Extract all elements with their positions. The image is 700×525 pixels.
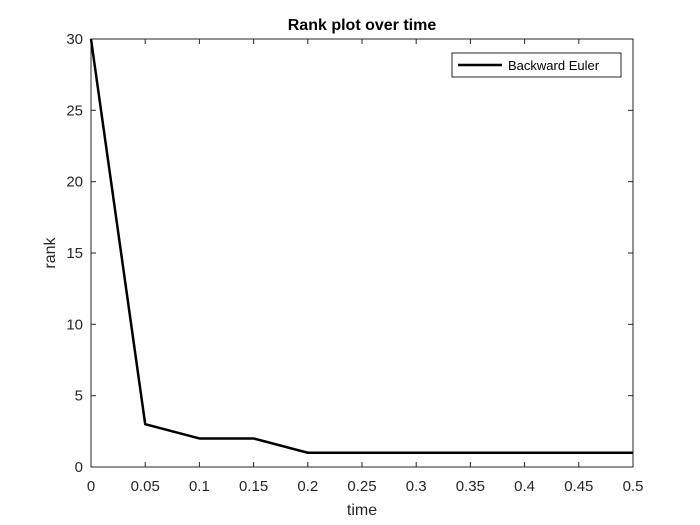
x-tick-label: 0.35 — [456, 478, 485, 495]
plot-area: 0 0.05 0.1 0.15 0.2 0.25 0.3 0.35 0.4 0.45 0.5 0 5 10… — [66, 31, 643, 495]
y-tick-label: 15 — [66, 245, 83, 262]
x-axis-label: time — [347, 502, 377, 519]
series-line-0 — [89, 38, 633, 454]
x-tick-label: 0.25 — [347, 478, 376, 495]
x-tick-label: 0.4 — [514, 478, 535, 495]
y-tick-label: 10 — [66, 316, 83, 333]
chart-title: Rank plot over time — [288, 17, 437, 34]
y-tick-label: 20 — [66, 174, 83, 191]
x-tick-label: 0.3 — [406, 478, 427, 495]
x-tick-label: 0.1 — [189, 478, 210, 495]
x-tick-label: 0.45 — [564, 478, 593, 495]
y-tick-label: 30 — [66, 31, 83, 48]
y-axis-label: rank — [42, 236, 59, 268]
x-tick-label: 0.2 — [297, 478, 318, 495]
x-tick-label: 0.15 — [239, 478, 268, 495]
legend: Backward Euler — [451, 52, 622, 78]
y-tick-label: 5 — [75, 388, 83, 405]
y-tick-label: 0 — [75, 459, 83, 476]
axes-box — [90, 38, 634, 468]
legend-label: Backward Euler — [508, 58, 600, 73]
x-tick-label: 0.5 — [623, 478, 644, 495]
y-tick-label: 25 — [66, 102, 83, 119]
x-tick-label: 0 — [87, 478, 95, 495]
x-tick-label: 0.05 — [131, 478, 160, 495]
